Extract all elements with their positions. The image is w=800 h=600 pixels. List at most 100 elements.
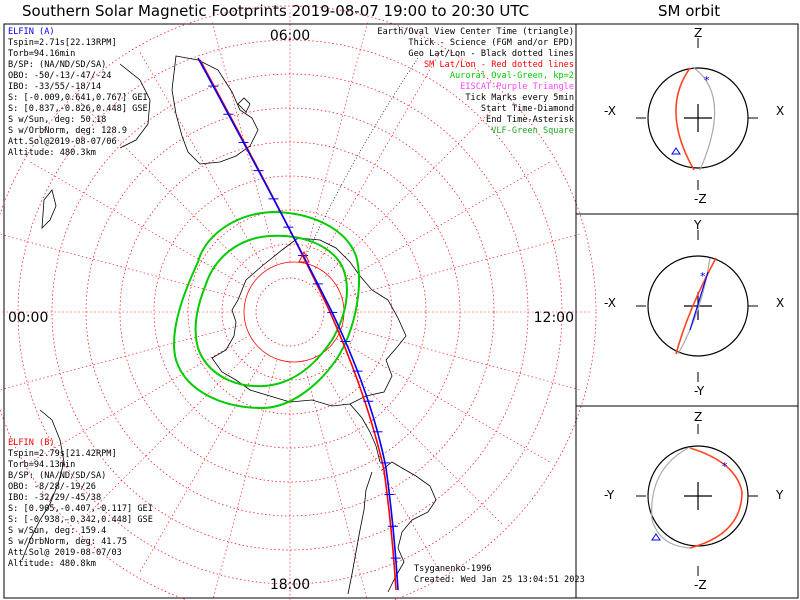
footprint-map: 06:00 00:00 12:00 18:00 (0, 5, 597, 600)
sm-orbit-title: SM orbit (658, 2, 721, 20)
sm1-orbit-gray (693, 67, 716, 171)
sm-longitude-line (0, 234, 242, 300)
sm-latitude-circle (153, 175, 427, 449)
auroral-oval-inner (194, 234, 348, 388)
sm-longitude-line (338, 324, 580, 390)
sm1-label-right: X (776, 104, 785, 118)
elfin-a-details: Tspin=2.71s[22.13RPM] Torb=94.16min B/SP: … (8, 38, 148, 159)
sm-longitude-line (333, 336, 550, 463)
elfin-a-info: ELFIN (A) Tspin=2.71s[22.13RPM] Torb=94.1… (8, 27, 148, 159)
created-timestamp: Created: Wed Jan 25 13:04:51 2023 (414, 575, 585, 585)
sm-frame (575, 23, 799, 599)
sm-longitude-line (333, 161, 550, 288)
elfin-b-info-line: S: [0.905,-0.407,-0.117] GEI (8, 504, 153, 514)
view-center-triangle (298, 250, 310, 263)
elfin-b-info: ELFIN (B) Tspin=2.79s[21.42RPM] Torb=94.1… (8, 438, 153, 570)
auroral-oval-outer (173, 210, 361, 410)
elfin-b-info-line: Att.Sol@ 2019-08-07/03 (8, 548, 122, 558)
legend-entry: Geo Lat/Lon - Black dotted lines (408, 49, 574, 59)
sm-panel-yz: * (636, 424, 758, 576)
legend-entry: End Time-Asterisk (486, 115, 574, 125)
time-label-right: 12:00 (534, 310, 574, 326)
elfin-b-info-line: B/SP: (NA/ND/SD/SA) (8, 471, 107, 481)
legend-entry: Start Time-Diamond (480, 104, 574, 114)
sm2-label-right: X (776, 296, 785, 310)
legend-entry: Earth/Oval View Center Time (triangle) (377, 27, 574, 37)
sm2-orbit-red (675, 257, 717, 355)
legend-entry: Tick Marks every 5min (465, 93, 574, 103)
elfin-b-info-line: S: [-0.938,-0.342,0.448] GSE (8, 515, 153, 525)
track-tick-marks (208, 85, 401, 559)
sm1-label-top: Z (694, 26, 703, 40)
sm1-label-left: -X (604, 104, 616, 118)
legend-entry: Auroral Oval-Green, kp=2 (449, 71, 574, 81)
australia-coastline (171, 55, 259, 165)
elfin-a-info-line: Att.Sol@2019-08-07/06 (8, 137, 117, 147)
elfin-a-info-line: S: [0.837,-0.826,0.448] GSE (8, 104, 148, 114)
sm2-orbit-blue (689, 271, 709, 331)
sm1-end-asterisk: * (704, 74, 710, 87)
sm-latitude-circle (85, 107, 495, 517)
sm-longitude-line (325, 99, 503, 277)
sm3-orbit-gray (651, 447, 691, 549)
sm2-label-top: Y (694, 218, 702, 232)
peninsula-coastline (349, 403, 381, 463)
sm-longitude-line (212, 360, 278, 600)
sm-longitude-line (0, 324, 242, 390)
elfin-a-info-line: IBO: -33/55/-18/14 (8, 82, 102, 92)
elfin-a-info-line: S w/OrbNorm, deg: 128.9 (8, 126, 127, 136)
elfin-a-info-line: OBO: -50/-13/-47/-24 (8, 71, 112, 81)
map-grid (0, 5, 597, 600)
sm-longitude-line (30, 161, 247, 288)
sm3-label-left: -Y (604, 488, 615, 502)
elfin-b-info-line: S w/OrbNorm, deg: 41.75 (8, 537, 127, 547)
elfin-a-info-line: Altitude: 480.3km (8, 148, 96, 158)
legend: Earth/Oval View Center Time (triangle) Th… (377, 27, 574, 137)
australia-east-coastline (119, 63, 151, 149)
sm-panel-xy: * (636, 230, 758, 382)
sm2-label-bottom: -Y (694, 384, 705, 398)
elfin-a-info-line: Tspin=2.71s[22.13RPM] (8, 38, 117, 48)
elfin-a-info-line: S: [-0.009,0.641,0.767] GEI (8, 93, 148, 103)
sm-longitude-line (314, 355, 441, 572)
coastlines (21, 55, 437, 595)
sm3-label-bottom: -Z (694, 578, 707, 592)
sm-longitude-line (338, 234, 580, 300)
elfin-b-info-line: Altitude: 480.8km (8, 559, 96, 569)
new-zealand-coastline (41, 189, 57, 230)
sm2-label-left: -X (604, 296, 616, 310)
sm2-orbit-gray (677, 257, 711, 355)
elfin-b-info-line: OBO: -8/28/-19/26 (8, 482, 96, 492)
footer: Tsyganenko-1996 Created: Wed Jan 25 13:0… (414, 564, 585, 586)
elfin-b-info-line: Tspin=2.79s[21.42RPM] (8, 449, 117, 459)
south-america-west-coastline (347, 471, 373, 595)
antarctica-coastline (211, 237, 407, 407)
sm3-orbit-red (689, 447, 743, 549)
sm-latitude-circle (255, 277, 325, 347)
sm-longitude-line (139, 355, 266, 572)
sm-longitude-line (139, 52, 266, 269)
africa-coastline (21, 409, 65, 561)
sm3-label-right: Y (776, 488, 784, 502)
elfin-b-track (199, 59, 397, 591)
sm1-label-bottom: -Z (694, 192, 707, 206)
time-label-top: 06:00 (270, 28, 310, 44)
sm-latitude-circle (0, 5, 597, 600)
sm-longitude-line (77, 99, 255, 277)
sm3-start-triangle (651, 533, 661, 541)
elfin-b-details: Tspin=2.79s[21.42RPM] Torb=94.13min B/SP: … (8, 449, 153, 570)
elfin-b-info-line: S w/Sun, deg: 159.4 (8, 526, 107, 536)
elfin-a-info-line: S w/Sun, deg: 50.18 (8, 115, 107, 125)
elfin-a-track (197, 57, 399, 591)
sm-longitude-line (325, 347, 503, 525)
elfin-b-info-line: Torb=94.13min (8, 460, 76, 470)
elfin-a-name: ELFIN (A) (8, 27, 55, 37)
legend-entry: Thick - Science (FGM and/or EPD) (408, 38, 574, 48)
tasmania-coastline (237, 97, 251, 113)
sm1-orbit-red (675, 67, 695, 171)
sm2-earth-circle (647, 255, 749, 357)
elfin-a-info-line: Torb=94.16min (8, 49, 76, 59)
sm2-end-asterisk: * (700, 270, 706, 283)
sm-longitude-line (302, 22, 368, 264)
